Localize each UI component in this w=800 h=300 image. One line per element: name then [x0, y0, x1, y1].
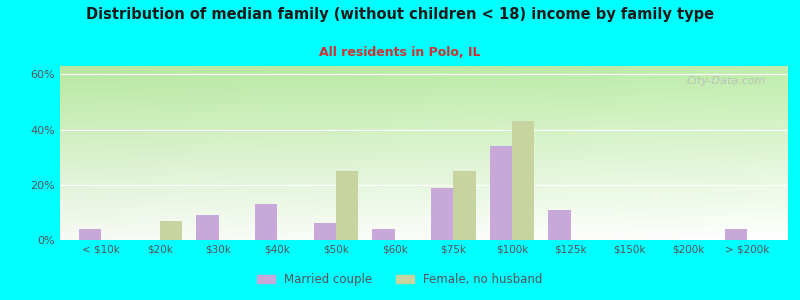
Bar: [512, 121, 534, 240]
Legend: Married couple, Female, no husband: Married couple, Female, no husband: [253, 269, 547, 291]
Bar: [196, 215, 218, 240]
Text: All residents in Polo, IL: All residents in Polo, IL: [319, 46, 481, 59]
Bar: [725, 229, 747, 240]
Bar: [78, 229, 101, 240]
Text: Distribution of median family (without children < 18) income by family type: Distribution of median family (without c…: [86, 8, 714, 22]
Bar: [549, 210, 570, 240]
Text: City-Data.com: City-Data.com: [686, 76, 766, 86]
Bar: [454, 171, 476, 240]
Bar: [160, 221, 182, 240]
Bar: [431, 188, 454, 240]
Bar: [314, 224, 336, 240]
Bar: [372, 229, 394, 240]
Bar: [490, 146, 512, 240]
Bar: [336, 171, 358, 240]
Bar: [255, 204, 278, 240]
